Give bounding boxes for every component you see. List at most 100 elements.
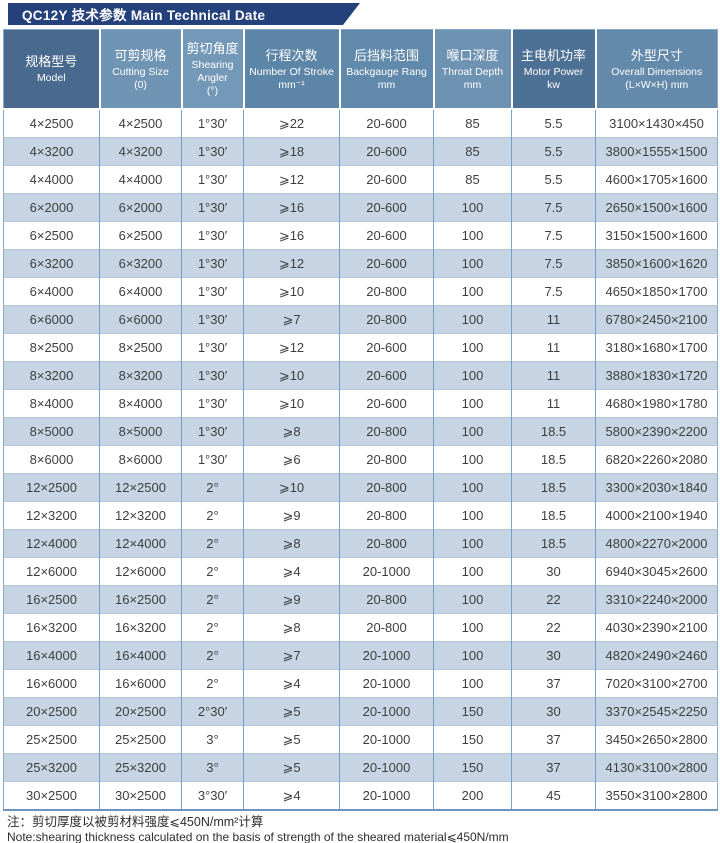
table-cell: ⩾22 xyxy=(243,108,340,138)
table-cell: 20-800 xyxy=(339,501,434,530)
table-cell: 3370×2545×2250 xyxy=(595,697,718,726)
table-cell: ⩾10 xyxy=(243,361,340,390)
table-cell: 7.5 xyxy=(511,277,596,306)
table-cell: 3150×1500×1600 xyxy=(595,221,718,250)
table-cell: ⩾12 xyxy=(243,333,340,362)
table-cell: 100 xyxy=(433,193,512,222)
table-cell: ⩾8 xyxy=(243,613,340,642)
table-cell: 20-600 xyxy=(339,165,434,194)
table-cell: 100 xyxy=(433,557,512,586)
table-cell: 6×2500 xyxy=(99,221,182,250)
table-row: 12×2500 12×2500 2° ⩾10 20-800 100 18.5 3300×203… xyxy=(3,473,718,502)
table-cell: 3300×2030×1840 xyxy=(595,473,718,502)
table-cell: 7.5 xyxy=(511,249,596,278)
table-cell: 25×3200 xyxy=(3,753,100,782)
footnote-english: Note:shearing thickness calculated on th… xyxy=(7,830,509,843)
table-cell: ⩾10 xyxy=(243,389,340,418)
table-cell: 100 xyxy=(433,417,512,446)
col-header-en: Number Of Stroke xyxy=(249,65,334,78)
col-header-unit: mm xyxy=(377,78,396,91)
table-cell: 12×6000 xyxy=(3,557,100,586)
table-cell: 8×3200 xyxy=(99,361,182,390)
table-cell: 3450×2650×2800 xyxy=(595,725,718,754)
col-header-unit: (0) xyxy=(134,78,147,91)
col-header-en: Motor Power xyxy=(523,65,584,78)
table-cell: 12×3200 xyxy=(99,501,182,530)
table-cell: 4×2500 xyxy=(3,108,100,138)
table-cell: 100 xyxy=(433,249,512,278)
table-cell: 8×4000 xyxy=(3,389,100,418)
table-cell: 1°30′ xyxy=(181,417,244,446)
table-cell: 20×2500 xyxy=(99,697,182,726)
table-cell: 6×2500 xyxy=(3,221,100,250)
table-cell: 1°30′ xyxy=(181,221,244,250)
col-header-zh: 行程次数 xyxy=(265,47,318,63)
table-cell: 85 xyxy=(433,137,512,166)
table-cell: 20-600 xyxy=(339,249,434,278)
table-cell: 25×2500 xyxy=(99,725,182,754)
table-cell: ⩾4 xyxy=(243,557,340,586)
table-cell: 30×2500 xyxy=(99,781,182,810)
col-header-zh: 可剪规格 xyxy=(114,47,167,63)
table-cell: 100 xyxy=(433,333,512,362)
table-row: 4×3200 4×3200 1°30′ ⩾18 20-600 85 5.5 3800×1555… xyxy=(3,137,718,166)
table-cell: 8×2500 xyxy=(3,333,100,362)
footnote-chinese: 注：剪切厚度以被剪材料强度⩽450N/mm²计算 xyxy=(7,815,264,829)
table-cell: 7.5 xyxy=(511,193,596,222)
table-cell: 22 xyxy=(511,613,596,642)
table-cell: 100 xyxy=(433,613,512,642)
table-cell: 18.5 xyxy=(511,445,596,474)
table-cell: 100 xyxy=(433,529,512,558)
col-header-en: Throat Depth xyxy=(441,65,504,78)
col-header-en: Model xyxy=(36,72,66,84)
table-cell: 12×2500 xyxy=(99,473,182,502)
table-cell: 100 xyxy=(433,585,512,614)
table-cell: 2° xyxy=(181,557,244,586)
table-cell: 1°30′ xyxy=(181,361,244,390)
table-cell: 20-800 xyxy=(339,417,434,446)
table-cell: ⩾7 xyxy=(243,641,340,670)
table-row: 25×2500 25×2500 3° ⩾5 20-1000 150 37 3450×2650×… xyxy=(3,725,718,754)
table-cell: ⩾9 xyxy=(243,585,340,614)
table-cell: 25×2500 xyxy=(3,725,100,754)
table-row: 12×4000 12×4000 2° ⩾8 20-800 100 18.5 4800×2270… xyxy=(3,529,718,558)
table-cell: 85 xyxy=(433,165,512,194)
table-cell: 7.5 xyxy=(511,221,596,250)
table-cell: 11 xyxy=(511,389,596,418)
table-cell: 6×6000 xyxy=(99,305,182,334)
table-row: 30×2500 30×2500 3°30′ ⩾4 20-1000 200 45 3550×31… xyxy=(3,781,718,810)
table-cell: 16×4000 xyxy=(99,641,182,670)
table-cell: 150 xyxy=(433,725,512,754)
table-cell: 100 xyxy=(433,389,512,418)
table-cell: 30 xyxy=(511,641,596,670)
table-cell: 4×4000 xyxy=(99,165,182,194)
col-header-zh: 喉口深度 xyxy=(446,47,499,63)
col-header-zh: 剪切角度 xyxy=(186,41,239,56)
table-cell: 3100×1430×450 xyxy=(595,108,718,138)
table-cell: 4×3200 xyxy=(99,137,182,166)
table-cell: 45 xyxy=(511,781,596,810)
table-row: 8×4000 8×4000 1°30′ ⩾10 20-600 100 11 4680×1980… xyxy=(3,389,718,418)
table-cell: ⩾5 xyxy=(243,753,340,782)
table-cell: 3°30′ xyxy=(181,781,244,810)
table-cell: 16×6000 xyxy=(3,669,100,698)
table-cell: 85 xyxy=(433,108,512,138)
table-cell: ⩾12 xyxy=(243,165,340,194)
table-cell: 11 xyxy=(511,305,596,334)
col-header-strokes: 行程次数 Number Of Stroke mm⁻¹ xyxy=(243,29,341,110)
table-cell: 25×3200 xyxy=(99,753,182,782)
table-cell: 12×3200 xyxy=(3,501,100,530)
table-cell: 5.5 xyxy=(511,165,596,194)
table-cell: ⩾8 xyxy=(243,417,340,446)
table-cell: 30×2500 xyxy=(3,781,100,810)
table-cell: 20-800 xyxy=(339,305,434,334)
table-cell: 20-800 xyxy=(339,529,434,558)
table-cell: ⩾10 xyxy=(243,277,340,306)
col-header-unit: (°) xyxy=(206,85,219,97)
table-cell: 6×3200 xyxy=(3,249,100,278)
table-row: 6×3200 6×3200 1°30′ ⩾12 20-600 100 7.5 3850×160… xyxy=(3,249,718,278)
table-cell: 8×6000 xyxy=(3,445,100,474)
table-cell: ⩾12 xyxy=(243,249,340,278)
table-cell: 20-600 xyxy=(339,221,434,250)
table-cell: 2° xyxy=(181,641,244,670)
